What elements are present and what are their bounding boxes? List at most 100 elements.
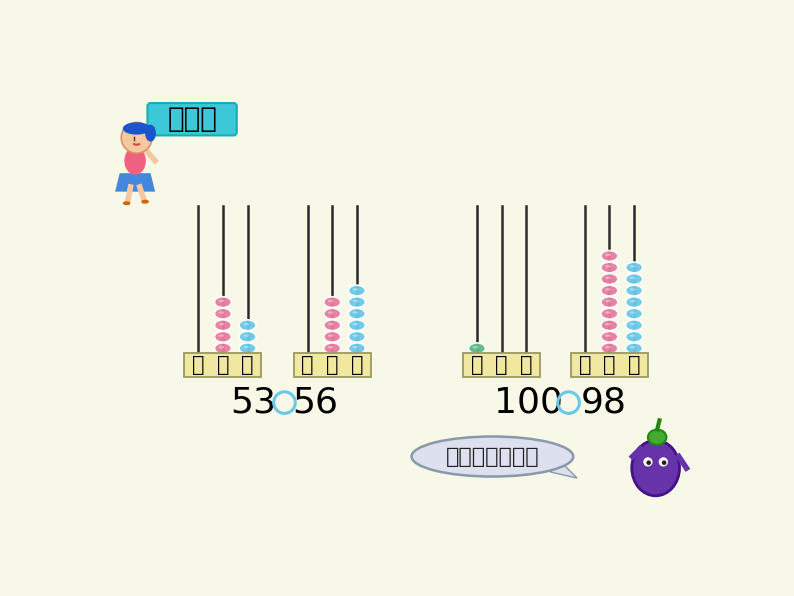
Ellipse shape [630,288,635,291]
Ellipse shape [349,297,365,308]
Ellipse shape [630,277,635,279]
Ellipse shape [218,300,225,302]
FancyBboxPatch shape [184,353,261,377]
Text: 百: 百 [579,355,591,375]
Ellipse shape [324,343,341,353]
Ellipse shape [630,265,635,268]
Ellipse shape [214,320,231,331]
Ellipse shape [123,122,151,135]
Ellipse shape [601,308,618,319]
Ellipse shape [214,343,231,353]
Circle shape [643,457,653,467]
Ellipse shape [605,277,611,279]
Text: 98: 98 [580,386,626,420]
Ellipse shape [601,250,618,261]
Ellipse shape [411,436,573,477]
Ellipse shape [349,320,365,331]
Ellipse shape [218,311,225,313]
Text: 个: 个 [241,355,254,375]
Ellipse shape [125,147,146,175]
Text: 十: 十 [217,355,229,375]
FancyBboxPatch shape [294,353,371,377]
Ellipse shape [626,308,642,319]
Ellipse shape [630,323,635,325]
Ellipse shape [328,311,333,313]
Ellipse shape [328,346,333,349]
Ellipse shape [605,346,611,349]
Text: 百: 百 [192,355,205,375]
Ellipse shape [626,274,642,284]
Ellipse shape [145,125,156,142]
Text: 十: 十 [495,355,508,375]
Ellipse shape [324,320,341,331]
Ellipse shape [239,343,256,353]
Text: 百: 百 [302,355,314,375]
Text: 试一试: 试一试 [168,105,217,134]
Text: 个: 个 [351,355,363,375]
Text: 56: 56 [292,386,338,420]
Ellipse shape [349,285,365,296]
Ellipse shape [605,323,611,325]
Circle shape [646,460,651,465]
FancyBboxPatch shape [463,353,540,377]
Ellipse shape [601,331,618,342]
Ellipse shape [468,343,485,353]
Ellipse shape [630,311,635,313]
Ellipse shape [243,346,249,349]
Ellipse shape [239,320,256,331]
Ellipse shape [626,262,642,273]
Circle shape [659,457,668,467]
Ellipse shape [626,331,642,342]
Text: 100: 100 [494,386,563,420]
Ellipse shape [605,311,611,313]
Ellipse shape [601,262,618,273]
Ellipse shape [214,297,231,308]
Ellipse shape [605,265,611,268]
Ellipse shape [626,297,642,308]
Ellipse shape [630,300,635,302]
Ellipse shape [630,346,635,349]
Ellipse shape [214,331,231,342]
Ellipse shape [353,300,358,302]
Ellipse shape [601,297,618,308]
Ellipse shape [605,334,611,337]
Ellipse shape [123,201,130,205]
Ellipse shape [626,320,642,331]
Ellipse shape [601,343,618,353]
Text: 53: 53 [231,386,276,420]
Ellipse shape [632,440,680,496]
Ellipse shape [349,331,365,342]
Ellipse shape [353,323,358,325]
Ellipse shape [349,308,365,319]
Ellipse shape [626,285,642,296]
Ellipse shape [349,343,365,353]
Ellipse shape [353,288,358,291]
Ellipse shape [243,323,249,325]
Polygon shape [550,462,577,478]
Ellipse shape [218,323,225,325]
Ellipse shape [239,331,256,342]
Polygon shape [115,173,155,192]
Ellipse shape [648,430,666,445]
Text: 十: 十 [603,355,615,375]
Ellipse shape [472,346,479,349]
Ellipse shape [218,334,225,337]
Ellipse shape [328,300,333,302]
Circle shape [121,122,152,153]
Text: 百: 百 [471,355,484,375]
Circle shape [661,460,666,465]
Ellipse shape [353,334,358,337]
Ellipse shape [328,334,333,337]
Ellipse shape [353,346,358,349]
Ellipse shape [630,334,635,337]
Text: 个: 个 [520,355,533,375]
Text: 十: 十 [326,355,338,375]
FancyBboxPatch shape [571,353,648,377]
Ellipse shape [218,346,225,349]
FancyBboxPatch shape [148,103,237,135]
Ellipse shape [601,274,618,284]
Ellipse shape [243,334,249,337]
Ellipse shape [605,253,611,256]
Ellipse shape [605,288,611,291]
Ellipse shape [324,308,341,319]
